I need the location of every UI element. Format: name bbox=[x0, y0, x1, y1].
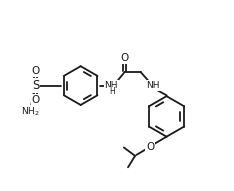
Text: O: O bbox=[31, 66, 40, 77]
Text: S: S bbox=[32, 79, 39, 92]
Text: O: O bbox=[31, 95, 40, 105]
Text: NH: NH bbox=[146, 81, 160, 90]
Text: O: O bbox=[146, 142, 154, 152]
Text: NH: NH bbox=[104, 81, 118, 90]
Text: H: H bbox=[109, 87, 115, 96]
Text: O: O bbox=[121, 53, 129, 63]
Text: NH$_2$: NH$_2$ bbox=[21, 106, 40, 118]
